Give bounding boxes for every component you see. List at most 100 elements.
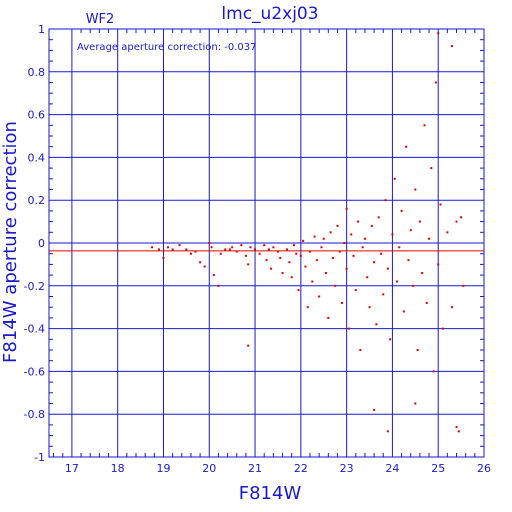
data-point (329, 231, 332, 234)
y-tick-label: 0.4 (28, 151, 46, 164)
data-point (272, 246, 275, 249)
x-tick-label: 26 (477, 462, 491, 475)
data-point (302, 239, 305, 242)
data-point (361, 246, 364, 249)
data-point (265, 259, 268, 262)
data-point (354, 289, 357, 292)
data-point (306, 306, 309, 309)
average-annotation: Average aperture correction: -0.037 (77, 42, 257, 53)
data-point (343, 242, 346, 244)
x-tick-label: 21 (248, 462, 262, 475)
data-point (437, 263, 440, 266)
data-point (167, 246, 170, 249)
data-point (462, 284, 465, 287)
x-tick-label: 19 (156, 462, 170, 475)
y-tick-label: 0.6 (28, 109, 46, 122)
data-point (325, 271, 328, 274)
data-point (396, 280, 398, 283)
data-point (409, 229, 412, 232)
data-point (414, 402, 417, 405)
y-tick-label: 1 (38, 23, 45, 36)
data-point (430, 167, 433, 170)
y-tick-label: 0.2 (28, 194, 46, 207)
x-tick-label: 24 (385, 462, 399, 475)
x-tick-label: 22 (294, 462, 308, 475)
data-point (162, 256, 165, 259)
data-point (402, 310, 405, 313)
data-point (247, 263, 250, 266)
y-tick-labels: -1 -0.8 -0.6 -0.4 -0.2 0 0.2 0.4 0.6 0.8 1 (24, 23, 45, 464)
x-axis-title: F814W (239, 483, 302, 504)
data-point (185, 248, 188, 251)
data-point (423, 124, 426, 127)
data-point (240, 244, 243, 247)
data-point (267, 248, 270, 251)
data-point (279, 256, 282, 259)
data-point (194, 250, 197, 253)
data-point (391, 233, 394, 236)
data-point (341, 301, 344, 304)
data-point (359, 349, 362, 351)
chart-title: lmc_u2xj03 (221, 4, 318, 24)
data-point (368, 306, 371, 309)
data-point (386, 267, 389, 270)
data-point (407, 259, 410, 262)
data-point (405, 145, 408, 148)
data-point (434, 81, 437, 84)
y-tick-label: -1 (34, 451, 45, 464)
x-tick-label: 23 (340, 462, 354, 475)
y-tick-label: -0.4 (24, 323, 45, 336)
data-point (450, 306, 453, 309)
data-point (157, 248, 160, 251)
data-point (398, 246, 401, 249)
y-tick-label: 0.8 (28, 66, 46, 79)
data-point (288, 261, 291, 264)
data-point (203, 265, 206, 268)
data-point (457, 430, 460, 433)
data-point (347, 327, 350, 330)
data-point (297, 289, 300, 292)
data-point (210, 246, 213, 249)
x-tick-label: 25 (431, 462, 445, 475)
data-point (320, 246, 323, 249)
data-point (219, 252, 222, 255)
x-tick-label: 17 (65, 462, 79, 475)
data-point (412, 284, 415, 287)
data-point (375, 323, 378, 326)
data-point (311, 280, 314, 283)
data-point (208, 242, 211, 244)
data-point (263, 244, 266, 247)
data-point (286, 248, 289, 251)
data-point (199, 261, 202, 264)
data-point (373, 261, 376, 264)
data-point (338, 250, 341, 253)
data-point (244, 254, 247, 257)
data-point (352, 254, 355, 257)
data-point (370, 224, 373, 227)
data-point (189, 252, 192, 255)
data-point (377, 216, 380, 219)
data-point (290, 276, 293, 279)
data-point (455, 220, 458, 223)
data-point (428, 237, 431, 240)
data-point (171, 248, 174, 251)
data-point (357, 220, 360, 223)
data-point (254, 248, 257, 251)
data-point (439, 203, 442, 206)
data-point (295, 252, 298, 255)
data-point (217, 284, 220, 287)
data-points (151, 32, 465, 433)
data-point (437, 32, 440, 35)
data-point (281, 271, 284, 274)
y-tick-label: -0.6 (24, 365, 45, 378)
data-point (336, 224, 339, 227)
data-point (327, 316, 330, 319)
data-point (446, 231, 449, 234)
data-point (384, 199, 387, 202)
data-point (304, 265, 307, 268)
y-tick-label: 0 (38, 237, 45, 250)
data-point (334, 284, 337, 287)
y-tick-label: -0.8 (24, 408, 45, 421)
data-point (418, 220, 421, 223)
x-tick-label: 20 (202, 462, 216, 475)
